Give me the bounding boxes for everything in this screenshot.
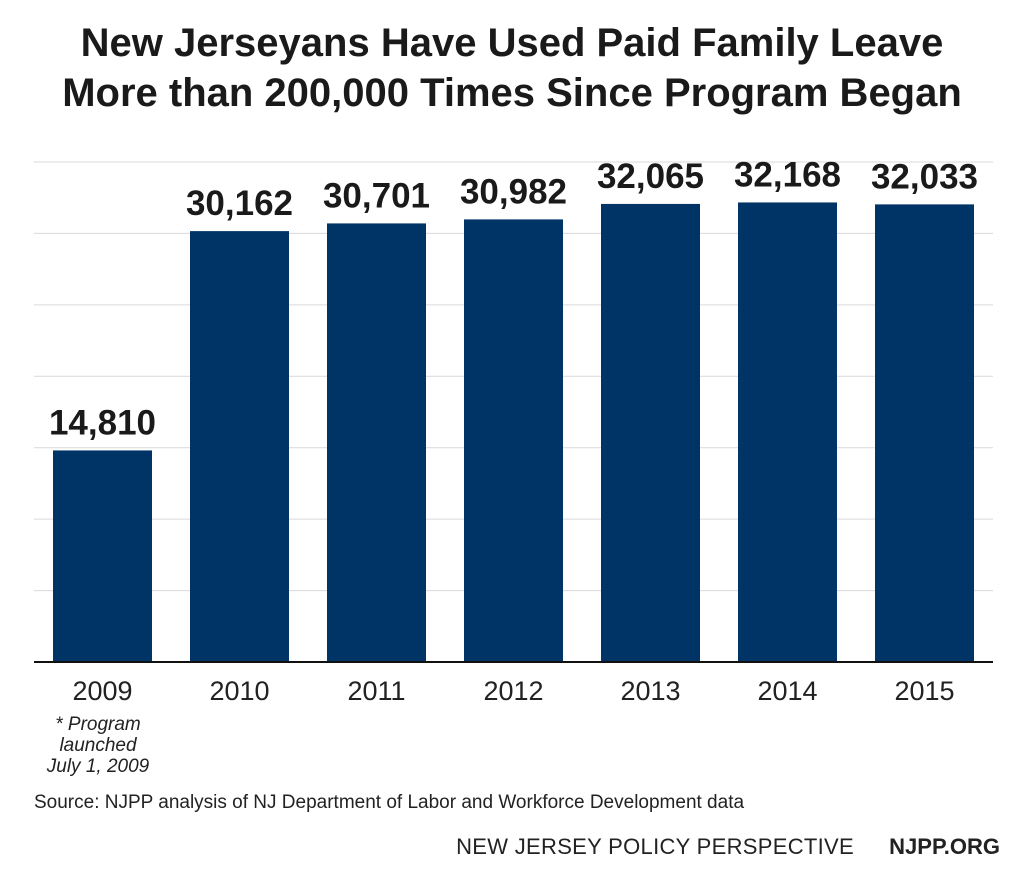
footnote-line-3: July 1, 2009 <box>46 756 150 777</box>
x-tick-label-2015: 2015 <box>894 676 954 706</box>
bar-2013 <box>601 203 700 662</box>
value-label-2009: 14,810 <box>49 403 156 442</box>
x-tick-label-2012: 2012 <box>483 676 543 706</box>
value-label-2012: 30,982 <box>460 172 567 211</box>
x-tick-label-2014: 2014 <box>757 676 817 706</box>
bar-2011 <box>327 223 426 662</box>
value-label-2010: 30,162 <box>186 184 293 223</box>
bar-2010 <box>190 231 289 662</box>
x-tick-labels: 2009 2010 2011 2012 2013 2014 2015 <box>72 676 954 706</box>
value-labels: 14,810 30,162 30,701 30,982 32,065 32,168 32,0… <box>49 155 978 442</box>
chart-title-line-1: New Jerseyans Have Used Paid Family Leav… <box>80 21 944 65</box>
footnote-line-1: * Program <box>55 714 141 735</box>
footnote: * Program launched July 1, 2009 <box>28 714 168 777</box>
value-label-2011: 30,701 <box>323 176 430 215</box>
bar-2015 <box>875 204 974 662</box>
chart-title-line-2: More than 200,000 Times Since Program Be… <box>62 71 962 115</box>
source-note: Source: NJPP analysis of NJ Department o… <box>34 792 745 813</box>
value-label-2013: 32,065 <box>597 157 704 196</box>
x-tick-label-2009: 2009 <box>72 676 132 706</box>
footnote-line-2: launched <box>59 735 137 756</box>
x-tick-label-2011: 2011 <box>347 676 405 706</box>
bar-2014 <box>738 202 837 662</box>
value-label-2014: 32,168 <box>734 155 841 194</box>
bar-2009 <box>53 450 152 662</box>
value-label-2015: 32,033 <box>871 157 978 196</box>
bar-2012 <box>464 219 563 662</box>
bars <box>53 202 974 662</box>
brand-url: NJPP.ORG <box>889 834 1000 859</box>
brand-name: NEW JERSEY POLICY PERSPECTIVE <box>456 834 854 859</box>
chart-title: New Jerseyans Have Used Paid Family Leav… <box>0 18 1024 118</box>
x-tick-label-2013: 2013 <box>620 676 680 706</box>
x-tick-label-2010: 2010 <box>209 676 269 706</box>
